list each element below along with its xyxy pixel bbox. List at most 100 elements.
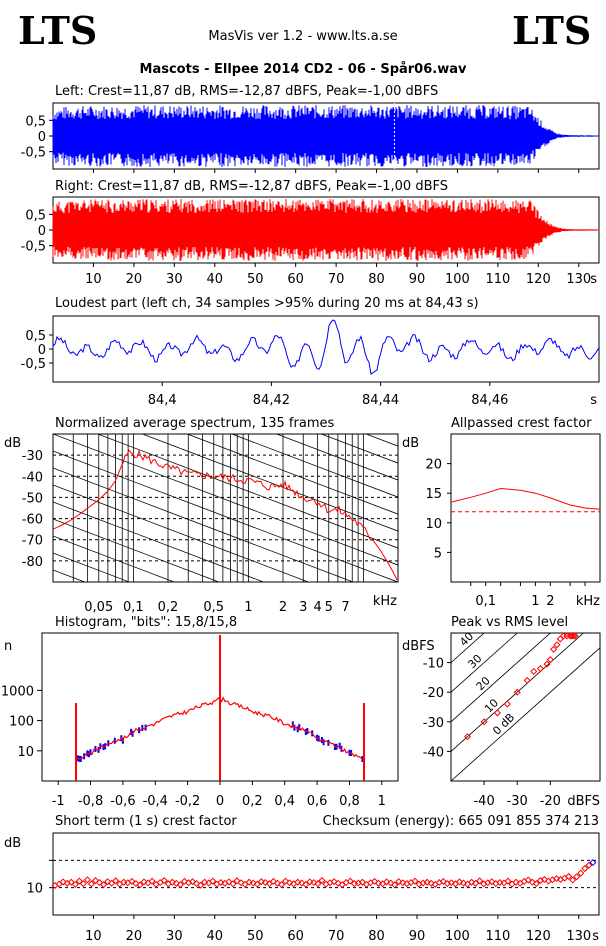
y-tick-label: -30: [22, 449, 43, 464]
x-tick-label: 0: [216, 794, 224, 809]
crest-point: [148, 877, 156, 885]
y-axis-label: dBFS: [402, 639, 435, 654]
left-channel-title: Left: Crest=11,87 dB, RMS=-12,87 dBFS, P…: [55, 84, 438, 99]
y-axis-label: dB: [402, 436, 419, 451]
pvr-point: [536, 664, 544, 673]
x-tick-label: -0,2: [175, 794, 200, 809]
crest-point: [314, 880, 322, 888]
loudest-part-plot: 0,50-0,5 84,4 84,42 84,44 84,46 s: [21, 315, 600, 408]
x-tick-label: 3: [299, 600, 307, 615]
x-tick-label: 40: [207, 929, 224, 944]
crest-point: [136, 881, 144, 889]
x-tick-label: 0,5: [203, 600, 224, 615]
x-tick-label: 5: [325, 600, 333, 615]
y-tick-label: 0,5: [25, 329, 46, 344]
x-tick-label: 1: [244, 600, 252, 615]
pvr-point: [513, 688, 521, 696]
x-tick-label: -40: [473, 794, 494, 809]
spectrum-slope-line: [186, 434, 398, 515]
y-tick-label: -40: [22, 470, 43, 485]
pvr-point: [571, 632, 579, 640]
x-tick-label: -1: [52, 794, 65, 809]
app-version: MasVis ver 1.2 - www.lts.a.se: [208, 29, 397, 44]
diagonal-label: 10: [482, 696, 501, 715]
allpass-series: [450, 487, 601, 510]
crest-point: [565, 872, 573, 880]
crest-point: [573, 873, 581, 881]
spectrum-slope-line: [230, 434, 398, 498]
waveform-signal: [52, 199, 600, 261]
crest-point: [346, 877, 354, 885]
right-channel-title: Right: Crest=11,87 dB, RMS=-12,87 dBFS, …: [55, 179, 448, 194]
y-tick-label: -20: [423, 686, 444, 701]
left-waveform-plot: 0,50-0,5: [21, 102, 600, 173]
pvr-diagonals: [451, 633, 600, 781]
pvr-point: [523, 676, 531, 684]
x-unit: s: [592, 929, 599, 944]
checksum: Checksum (energy): 665 091 855 374 213: [323, 814, 599, 829]
spectrum-slope-line: [275, 434, 398, 481]
crest-point: [302, 880, 310, 888]
y-tick-label: 0: [38, 130, 46, 145]
y-tick-label: 0,5: [25, 114, 46, 129]
x-tick-label: 60: [287, 929, 304, 944]
pvr-point: [480, 718, 488, 726]
crest-point: [589, 858, 597, 867]
x-tick-label: 0,8: [339, 794, 360, 809]
y-tick-label: -80: [22, 555, 43, 570]
x-tick-label: 7: [341, 600, 349, 615]
x-tick-label: 120: [526, 272, 551, 287]
x-tick-label: 2: [279, 600, 287, 615]
spectrum-slope-line: [53, 518, 220, 582]
crest-point: [112, 877, 120, 885]
spectrum-slope-line: [53, 484, 310, 582]
diagonal-label: 30: [465, 652, 484, 671]
short-term-crest-plot: dB 10 10 20 30 40 50 60 70 80 90 100 110 120 130 s: [4, 832, 600, 944]
spectrum-title: Normalized average spectrum, 135 frames: [55, 416, 334, 431]
plot-frame: [52, 433, 399, 583]
spectrum-slope-line: [53, 467, 355, 582]
histogram-plot: n 1000 100 10 -1 -0,8 -0,6 -0,4 -0,2 0 0,2 0,4 0,6 0,…: [1, 632, 399, 809]
crest-point: [318, 877, 326, 885]
x-tick-label: 50: [247, 272, 264, 287]
x-tick-label: -0,8: [78, 794, 103, 809]
x-tick-label: 20: [126, 272, 143, 287]
pvr-point: [543, 660, 551, 668]
right-waveform-plot: 0,50-0,5 10 20 30 40 50 60 70 80 90 100 110 120 130 s: [21, 196, 600, 287]
y-tick-label: 1000: [1, 684, 34, 699]
x-tick-label: 0,1: [475, 594, 496, 609]
crest-point: [504, 877, 512, 885]
crest-diagonal: [451, 633, 585, 752]
x-tick-label: 90: [409, 929, 426, 944]
crest-point: [197, 881, 205, 889]
spectrum-slope-line: [96, 434, 398, 549]
x-tick-label: -0,6: [110, 794, 135, 809]
y-tick-label: -70: [22, 534, 43, 549]
x-tick-label: 100: [445, 929, 470, 944]
crest-point: [71, 880, 79, 888]
crest-point: [75, 877, 83, 885]
y-axis-label: n: [4, 639, 12, 654]
y-tick-label: -60: [22, 513, 43, 528]
y-tick-label: 0: [38, 224, 46, 239]
crest-diagonal: [451, 647, 600, 781]
histogram-title: Histogram, "bits": 15,8/15,8: [55, 615, 237, 630]
spectrum-slope-line: [53, 501, 265, 582]
x-tick-label: 4: [313, 600, 321, 615]
y-tick-label: -0,5: [21, 240, 46, 255]
logo-left: LTS: [18, 8, 97, 53]
x-tick-label: 0,6: [307, 794, 328, 809]
x-tick-label: 60: [287, 272, 304, 287]
x-tick-label: 30: [166, 272, 183, 287]
x-unit: kHz: [373, 594, 397, 609]
x-tick-label: 130: [566, 929, 591, 944]
x-tick-label: 90: [409, 272, 426, 287]
x-tick-label: 0,1: [123, 600, 144, 615]
x-tick-label: -0,4: [143, 794, 168, 809]
y-tick-label: 10: [17, 745, 34, 760]
plot-frame: [52, 832, 600, 916]
pvr-point: [553, 641, 561, 649]
crest-diagonal: [451, 633, 551, 723]
y-axis-label: dB: [4, 836, 21, 851]
